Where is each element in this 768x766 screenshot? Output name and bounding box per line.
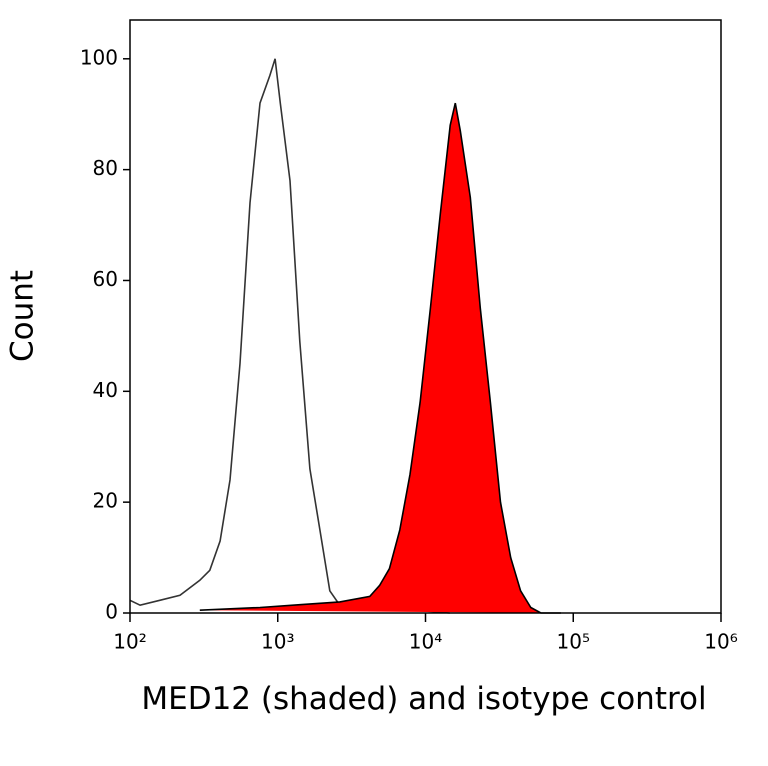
histogram-line	[129, 58, 450, 614]
y-tick-label: 40	[93, 378, 118, 402]
y-tick-label: 20	[93, 489, 118, 513]
x-tick-label: 10⁴	[409, 630, 442, 654]
x-tick-label: 10⁶	[704, 630, 737, 654]
x-axis-label: MED12 (shaded) and isotype control	[141, 681, 707, 717]
y-tick-label: 100	[80, 45, 118, 69]
y-tick-label: 0	[105, 600, 118, 624]
y-tick-label: 60	[93, 267, 118, 291]
shaded-histogram	[199, 102, 561, 614]
x-tick-label: 10⁵	[557, 630, 590, 654]
x-tick-label: 10³	[261, 630, 294, 654]
x-tick-label: 10²	[113, 630, 146, 654]
y-axis-label: Count	[5, 270, 41, 362]
y-tick-label: 80	[93, 156, 118, 180]
